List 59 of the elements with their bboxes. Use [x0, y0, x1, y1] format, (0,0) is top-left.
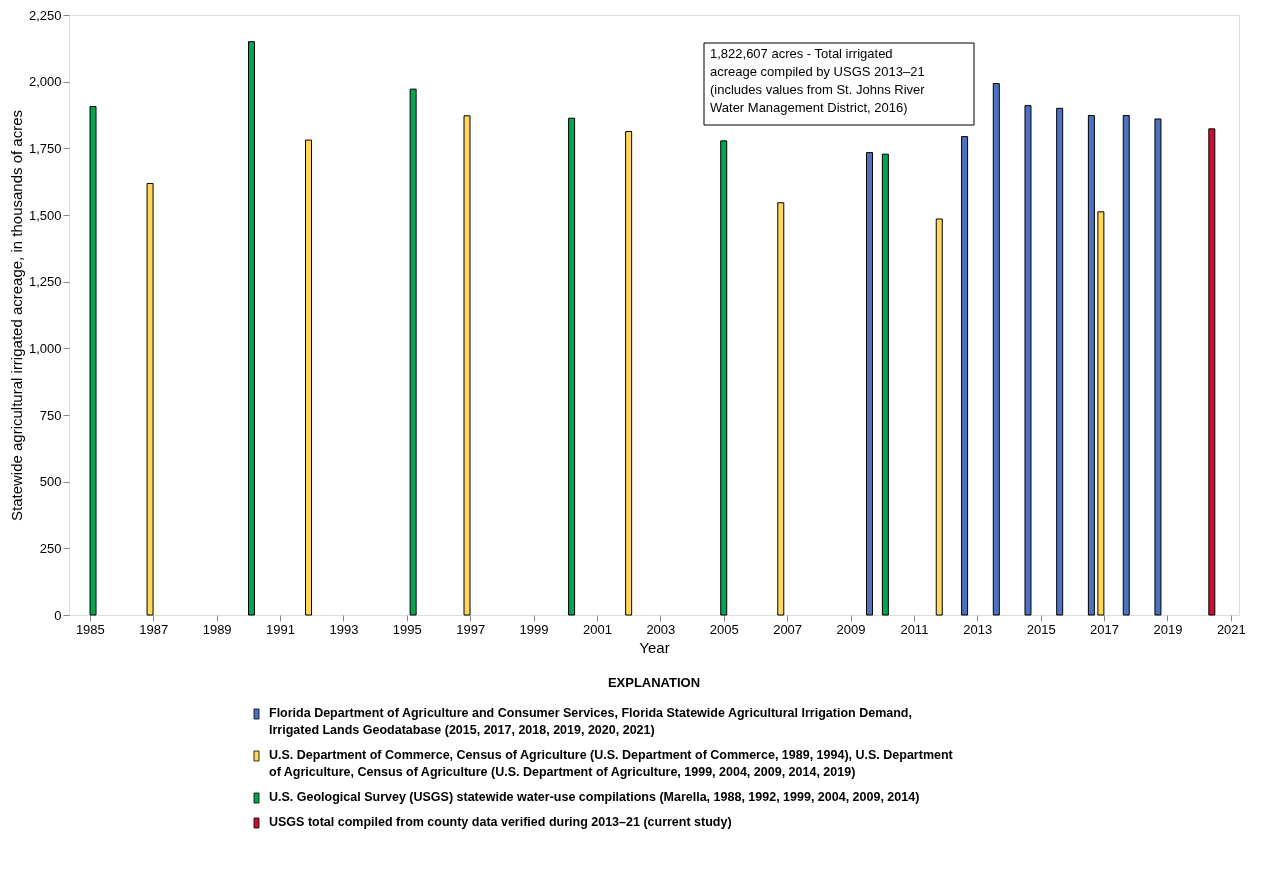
x-tick-label: 2007 [773, 621, 803, 637]
x-tick-label: 1991 [266, 621, 295, 637]
bar [1154, 118, 1162, 616]
bar [777, 202, 785, 616]
bar [935, 218, 943, 616]
y-tick-label: 1,250 [28, 274, 62, 290]
y-tick-label: 1,500 [28, 207, 62, 223]
x-tick-label: 1995 [392, 621, 422, 637]
x-tick-label: 2003 [646, 621, 676, 637]
bar [568, 117, 576, 616]
bar [720, 140, 728, 616]
x-tick-label: 1989 [202, 621, 232, 637]
bar [1208, 128, 1216, 616]
bar [881, 153, 889, 616]
y-axis-title: Statewide agricultural irrigated acreage, in thousands of acres [7, 109, 25, 522]
bar [992, 83, 1000, 616]
x-tick-label: 2021 [1216, 621, 1246, 637]
bar [146, 183, 154, 616]
bar [866, 152, 874, 616]
y-tick-label: 1,750 [28, 140, 62, 156]
x-tick-label: 2009 [836, 621, 866, 637]
y-tick-label: 2,000 [28, 74, 62, 90]
bar [961, 136, 969, 616]
x-tick-label: 2019 [1153, 621, 1183, 637]
x-tick-label: 2013 [963, 621, 993, 637]
bar [1087, 115, 1095, 616]
bar [89, 105, 97, 616]
bar [305, 139, 313, 616]
bar [1097, 211, 1105, 616]
bar [463, 115, 471, 616]
legend-label: Florida Department of Agriculture and Consumer Services, Florida Statewide Agricultural Irrigation Demand, Irrigated Lands Geodatabase (2015, 2017, 2018, 2019, 2020, 2021) [269, 706, 912, 737]
bar [409, 88, 417, 616]
legend-label: USGS total compiled from county data verified during 2013–21 (current study) [269, 815, 732, 829]
bar [1024, 105, 1032, 616]
x-tick-label: 1987 [139, 621, 169, 637]
y-tick-label: 0 [54, 607, 62, 623]
x-tick-label: 1999 [519, 621, 549, 637]
bar [625, 131, 633, 616]
y-tick-label: 1,000 [28, 340, 62, 356]
bar [247, 41, 255, 616]
x-tick-label: 2015 [1026, 621, 1056, 637]
annotation: 1,822,607 acres - Total irrigated acreage compiled by USGS 2013–21 (includes values from St. Johns River Water Management District, 2016) [710, 46, 926, 115]
y-tick-label: 250 [39, 540, 62, 556]
x-tick-label: 2017 [1090, 621, 1120, 637]
x-tick-label: 2011 [900, 621, 929, 637]
x-tick-label: 1993 [329, 621, 359, 637]
x-axis-title: Year [639, 638, 670, 656]
legend-label: U.S. Geological Survey (USGS) statewide water-use compilations (Marella, 1988, 1992, 1999, 2004, 2009, 2014) [269, 790, 920, 804]
legend-label: U.S. Department of Commerce, Census of Agriculture (U.S. Department of Commerce, 1989, 1994), U.S. Department of Agriculture, Census of Agriculture (U.S. Department of Agriculture, 1999, 2004, 2009, 2014, 2019) [269, 748, 954, 779]
x-tick-label: 2001 [582, 621, 612, 637]
legend-title: EXPLANATION [607, 675, 701, 690]
bar [1122, 115, 1130, 616]
bar [1056, 107, 1064, 616]
x-tick-label: 2005 [709, 621, 739, 637]
x-tick-label: 1985 [75, 621, 105, 637]
y-tick-label: 500 [39, 474, 62, 490]
x-tick-label: 1997 [456, 621, 486, 637]
y-tick-label: 2,250 [28, 7, 62, 23]
y-tick-label: 750 [39, 407, 62, 423]
